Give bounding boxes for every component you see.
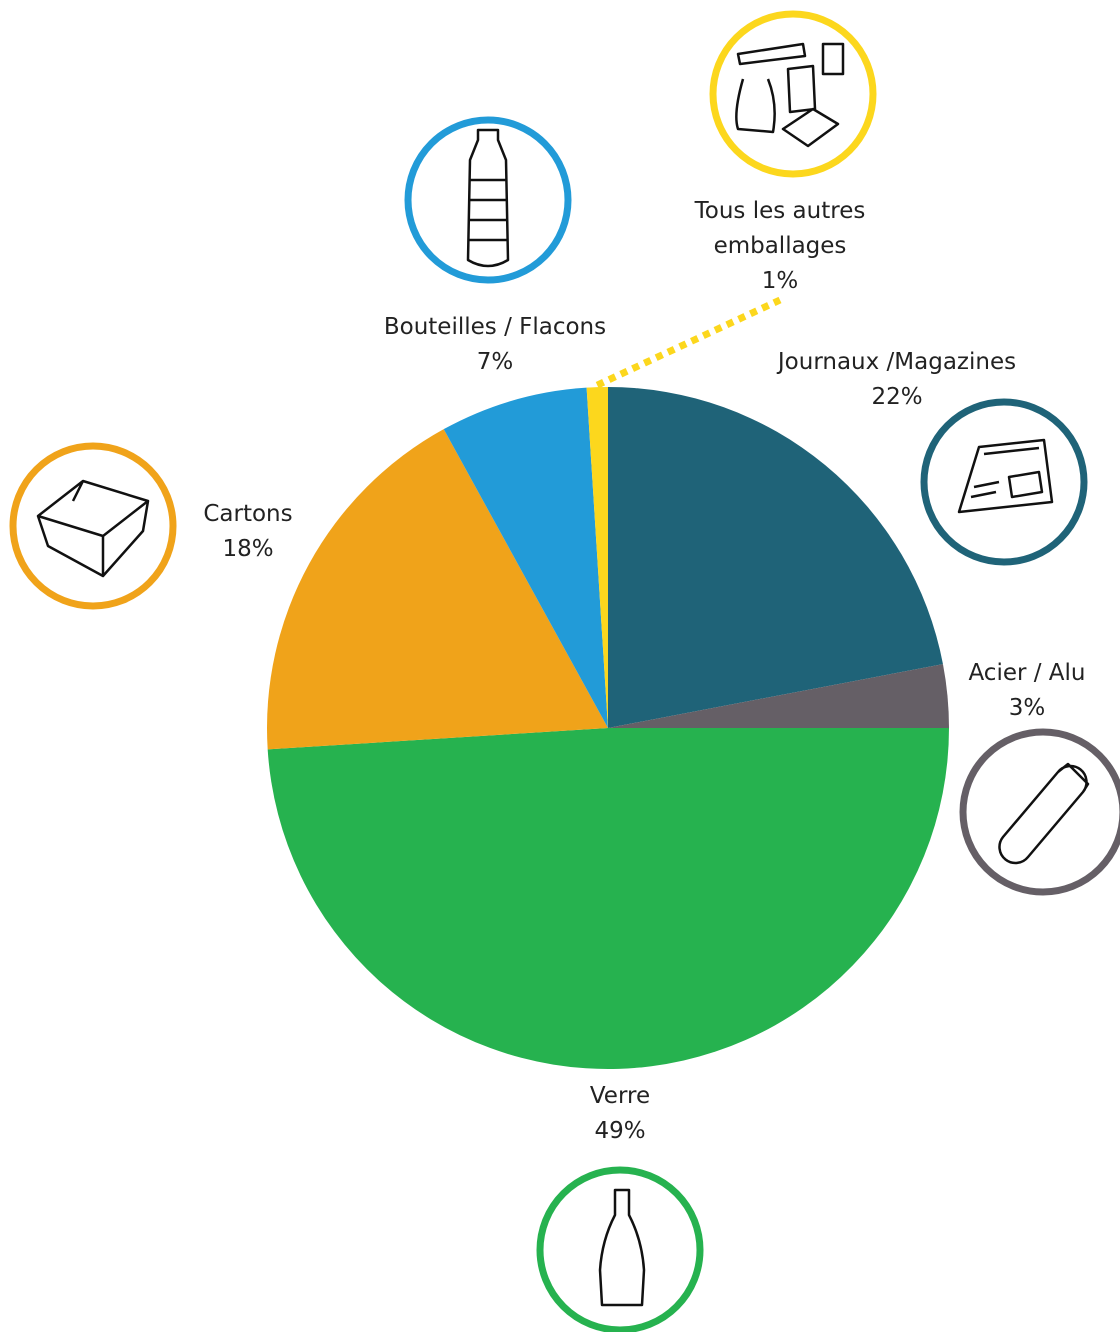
icon bbox=[536, 1166, 704, 1332]
slice-label: Bouteilles / Flacons 7% bbox=[345, 310, 645, 380]
pie-slice bbox=[443, 387, 608, 728]
slice-label: Cartons 18% bbox=[148, 497, 348, 567]
icon-drawing bbox=[598, 1188, 646, 1307]
icon bbox=[959, 728, 1120, 896]
icon-drawing bbox=[735, 42, 845, 148]
slice-label: Journaux /Magazines 22% bbox=[747, 345, 1047, 415]
icon-drawing bbox=[36, 479, 150, 578]
value-label: 1% bbox=[761, 268, 799, 294]
icon bbox=[709, 10, 877, 178]
icon-ring bbox=[959, 728, 1120, 896]
value-label: 22% bbox=[871, 384, 923, 410]
pie-slice bbox=[608, 387, 943, 728]
icon bbox=[920, 398, 1088, 566]
value-label: 7% bbox=[476, 349, 514, 375]
value-label: 18% bbox=[222, 536, 274, 562]
icon bbox=[9, 442, 177, 610]
category-name: Acier / Alu bbox=[968, 660, 1086, 686]
category-name: Tous les autres emballages bbox=[694, 198, 866, 259]
slice-label: Tous les autres emballages 1% bbox=[675, 194, 885, 299]
icon-ring bbox=[709, 10, 877, 178]
icon-drawing bbox=[466, 128, 510, 268]
value-label: 3% bbox=[1008, 695, 1046, 721]
category-name: Journaux /Magazines bbox=[777, 349, 1017, 375]
pie-slice bbox=[266, 429, 608, 750]
icon-drawing bbox=[957, 438, 1054, 514]
icon-ring bbox=[920, 398, 1088, 566]
category-name: Verre bbox=[589, 1083, 651, 1109]
icon bbox=[404, 116, 572, 284]
category-name: Bouteilles / Flacons bbox=[383, 314, 607, 340]
slice-label: Acier / Alu 3% bbox=[927, 656, 1120, 726]
pie-slice bbox=[586, 387, 608, 728]
icon-ring bbox=[536, 1166, 704, 1332]
icon-drawing bbox=[998, 762, 1090, 865]
icon-ring bbox=[9, 442, 177, 610]
slice-label: Verre 49% bbox=[520, 1079, 720, 1149]
pie-slice bbox=[608, 664, 949, 728]
value-label: 49% bbox=[594, 1118, 646, 1144]
pie-slice bbox=[267, 728, 950, 1069]
category-name: Cartons bbox=[203, 501, 293, 527]
